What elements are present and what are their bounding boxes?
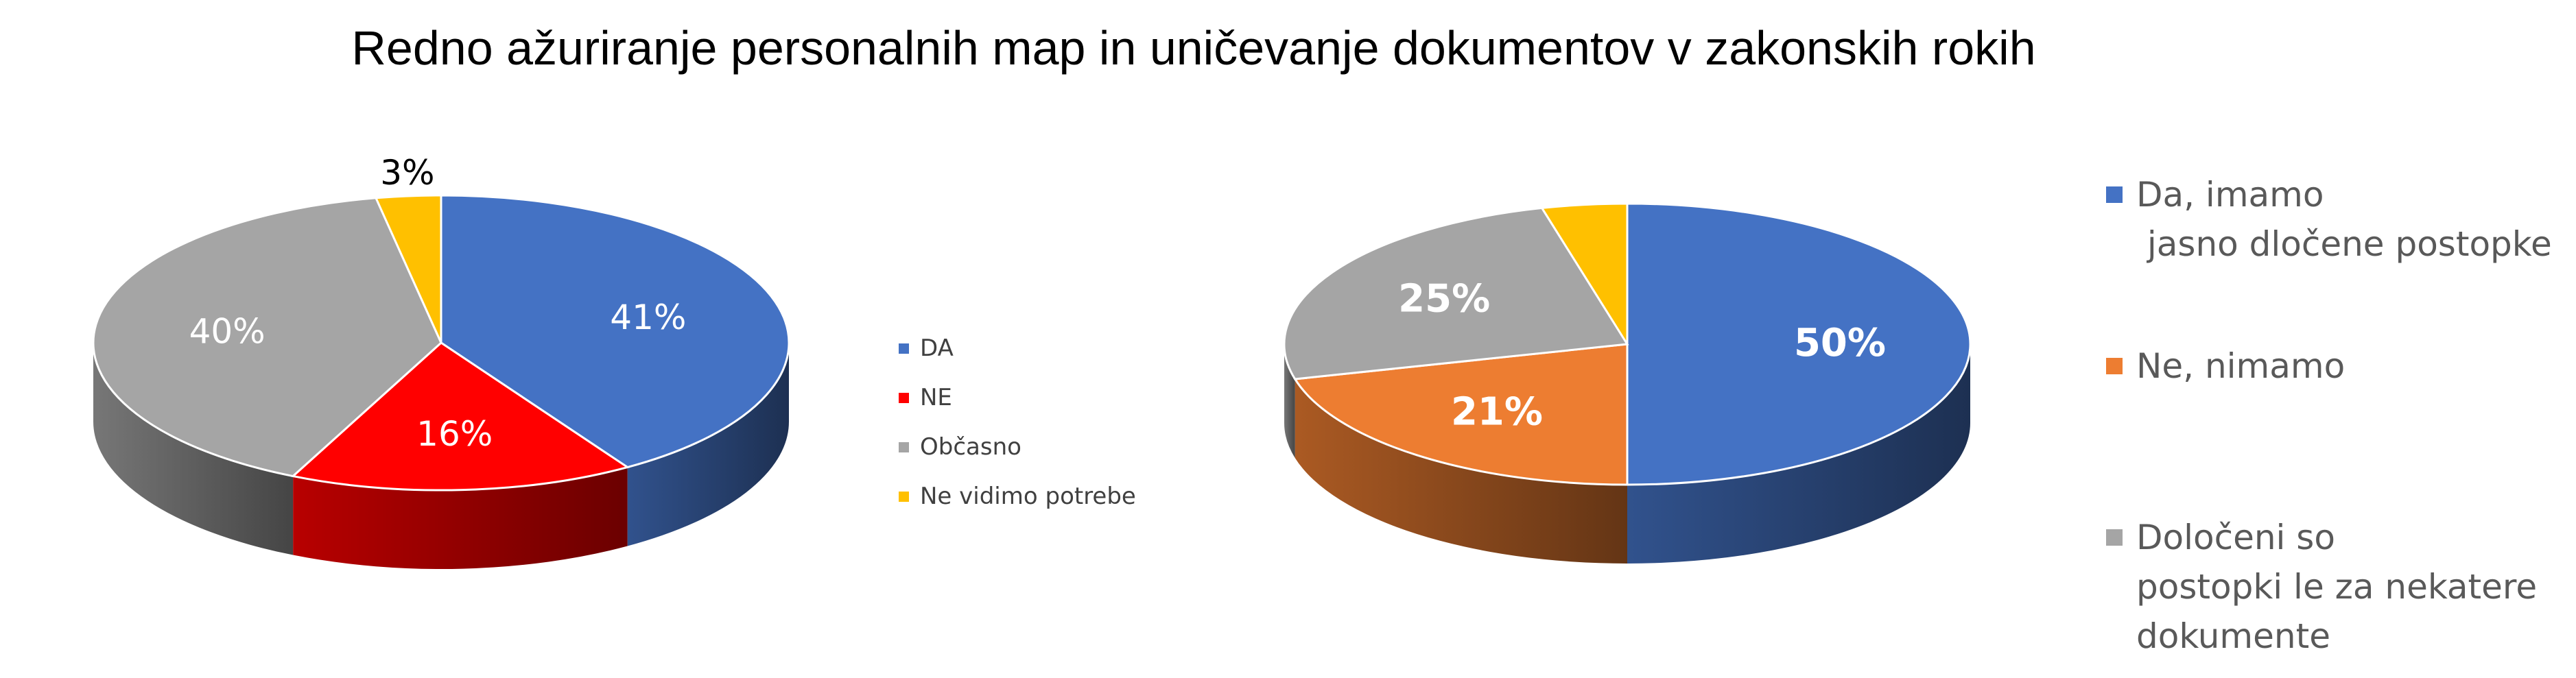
pie-slice-2 [92,197,442,478]
pie-slice-3 [374,194,442,343]
legend-item-0: Da, imamo jasno dločene postopke [2106,170,2573,269]
pie-slice-2 [1283,206,1629,380]
legend-label-1: Ne, nimamo [2136,346,2345,386]
legend-item-2: Določeni so postopki le za nekatere doku… [2106,513,2573,661]
legend-label-1: NE [920,384,952,411]
legend-label-3: Ne vidimo potrebe [920,483,1136,510]
data-label-1: 16% [416,414,493,454]
legend-item-2: Občasno [899,422,1136,472]
legend-swatch-1 [2106,358,2123,374]
legend-chart-1: DA NE Občasno Ne vidimo potrebe [899,324,1136,521]
legend-label-2: Občasno [920,433,1021,461]
pie-slice-1 [1293,343,1629,486]
data-label-1: 21% [1451,389,1543,434]
pie-slice-3 [1540,202,1629,348]
pie-side-2 [1284,344,1295,458]
pie-slice-1 [290,341,630,492]
data-label-2: 40% [189,311,265,351]
pie-side-1 [293,467,628,569]
legend-item-0: DA [899,324,1136,373]
legend-item-1: Ne, nimamo [2106,341,2573,391]
legend-swatch-1 [899,392,909,403]
legend-swatch-2 [899,441,909,452]
legend-swatch-0 [899,343,909,354]
legend-item-3: Ne vidimo potrebe [899,472,1136,521]
legend-swatch-2 [2106,529,2123,546]
legend-item-1: NE [899,373,1136,422]
page-title: Redno ažuriranje personalnih map in unič… [351,21,2036,75]
legend-label-0: Da, imamo jasno dločene postopke [2136,175,2552,264]
pie-side-2 [93,343,294,555]
pie-side-0 [1627,344,1970,564]
legend-label-2: Določeni so postopki le za nekatere doku… [2136,518,2538,656]
legend-swatch-0 [2106,186,2123,203]
data-label-0: 50% [1794,321,1886,365]
data-label-0: 41% [610,298,686,337]
pie-slice-0 [1626,202,1972,486]
legend-swatch-3 [899,491,909,502]
legend-label-0: DA [920,335,954,362]
pie-slice-0 [440,194,790,469]
data-label-3: 3% [380,153,434,193]
pie-side-1 [1295,378,1627,564]
data-label-2: 25% [1398,276,1490,321]
pie-side-0 [627,343,789,546]
